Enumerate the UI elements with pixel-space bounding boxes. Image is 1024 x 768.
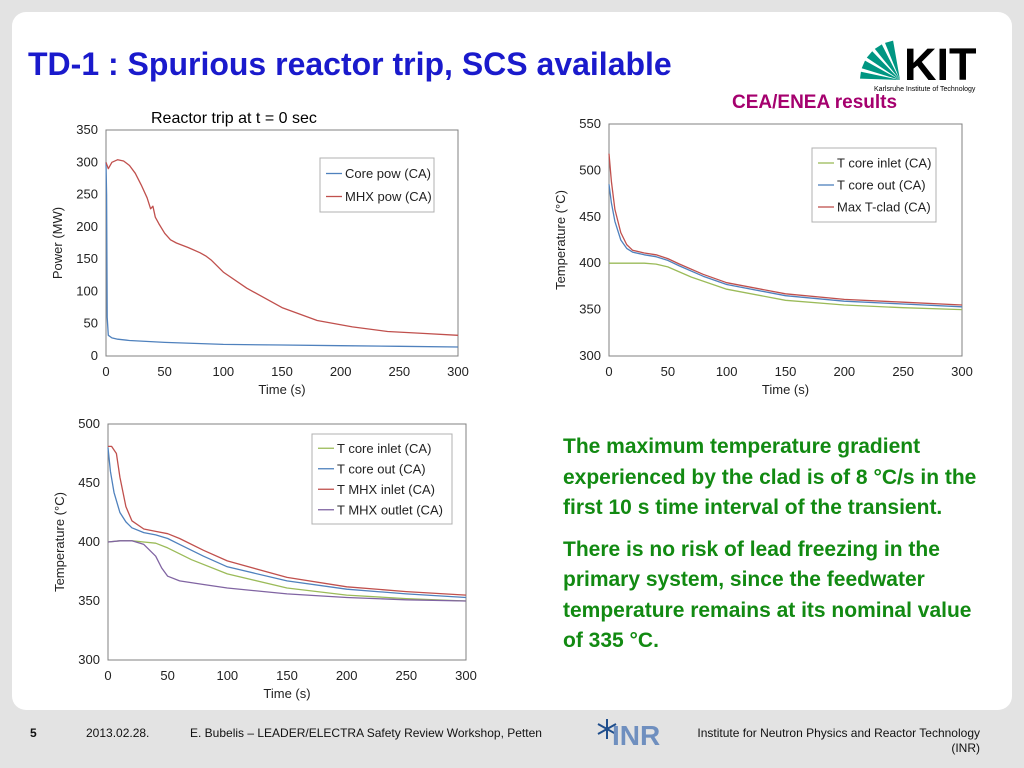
kit-logo-ray-3 <box>861 60 900 80</box>
x-tick-label: 50 <box>661 364 675 379</box>
y-tick-label: 50 <box>84 316 98 331</box>
legend-label-0: T core inlet (CA) <box>337 441 431 456</box>
power-chart: 0 50 100 150 200 250 300 350 0 50 100 150 200 250 300 T… <box>50 122 469 397</box>
series-line-1 <box>608 184 963 308</box>
kit-logo-rays <box>860 40 900 80</box>
y-tick-label: 250 <box>76 187 98 202</box>
findings-text: The maximum temperature gradient experie… <box>563 432 993 668</box>
kit-logo: KIT Karlsruhe Institute of Technology <box>860 39 977 93</box>
kit-logo-text: KIT <box>904 39 977 90</box>
y-axis-label: Power (MW) <box>50 207 65 279</box>
core-temperature-chart: 300 350 400 450 500 550 0 50 100 150 200 250 300 Time… <box>553 116 973 397</box>
series-line-0 <box>609 262 963 311</box>
y-tick-label: 100 <box>76 283 98 298</box>
y-tick-label: 150 <box>76 251 98 266</box>
kit-logo-ray-2 <box>866 51 900 80</box>
series-line-1 <box>107 447 467 599</box>
x-tick-label: 250 <box>892 364 914 379</box>
inr-logo: INR <box>597 719 660 750</box>
x-axis-label: Time (s) <box>258 382 305 397</box>
x-tick-label: 200 <box>336 668 358 683</box>
y-tick-label: 350 <box>76 122 98 137</box>
legend-label-1: T core out (CA) <box>837 178 926 193</box>
y-tick-label: 300 <box>78 652 100 667</box>
series-line-1 <box>105 159 459 336</box>
slide-panel <box>12 12 1012 710</box>
x-tick-label: 100 <box>716 364 738 379</box>
legend-label-2: Max T-clad (CA) <box>837 200 931 215</box>
y-axis-label: Temperature (°C) <box>52 492 67 592</box>
institute-name: Institute for Neutron Physics and Reacto… <box>650 726 980 756</box>
y-tick-label: 450 <box>579 209 601 224</box>
legend-label-1: MHX pow (CA) <box>345 189 432 204</box>
legend-label-1: T core out (CA) <box>337 461 426 476</box>
x-tick-label: 0 <box>104 668 111 683</box>
footer-date: 2013.02.28. <box>86 726 150 740</box>
x-tick-label: 0 <box>605 364 612 379</box>
kit-logo-tagline: Karlsruhe Institute of Technology <box>874 86 976 93</box>
y-tick-label: 500 <box>78 416 100 431</box>
x-axis-label: Time (s) <box>762 382 809 397</box>
snowflake-icon <box>597 719 617 739</box>
slide-title: TD-1 : Spurious reactor trip, SCS availa… <box>28 46 672 82</box>
y-tick-label: 0 <box>91 348 98 363</box>
page-number: 5 <box>30 726 37 740</box>
legend-label-2: T MHX inlet (CA) <box>337 482 435 497</box>
y-tick-label: 200 <box>76 219 98 234</box>
kit-logo-ray-4 <box>860 71 900 80</box>
x-tick-label: 300 <box>455 668 477 683</box>
legend-label-3: T MHX outlet (CA) <box>337 502 443 517</box>
series-line-2 <box>108 445 467 596</box>
reactor-trip-annotation: Reactor trip at t = 0 sec <box>151 110 317 127</box>
y-axis-label: Temperature (°C) <box>553 190 568 290</box>
x-tick-label: 50 <box>157 364 171 379</box>
legend-box <box>311 433 453 525</box>
x-tick-label: 150 <box>276 668 298 683</box>
y-tick-label: 300 <box>76 154 98 169</box>
y-tick-label: 450 <box>78 475 100 490</box>
x-tick-label: 50 <box>160 668 174 683</box>
results-subtitle: CEA/ENEA results <box>732 92 898 113</box>
footer: 5 2013.02.28. E. Bubelis – LEADER/ELECTR… <box>0 712 1024 768</box>
series-line-3 <box>107 540 467 602</box>
y-tick-label: 300 <box>579 348 601 363</box>
x-tick-label: 200 <box>833 364 855 379</box>
series-line-2 <box>608 153 963 306</box>
x-tick-label: 100 <box>212 364 234 379</box>
finding-clad-gradient: The maximum temperature gradient experie… <box>563 435 977 519</box>
mhx-temperature-chart: 300 350 400 450 500 0 50 100 150 200 250 300 Time (s… <box>52 416 477 701</box>
x-tick-label: 150 <box>775 364 797 379</box>
y-tick-label: 350 <box>579 302 601 317</box>
x-tick-label: 0 <box>102 364 109 379</box>
x-tick-label: 250 <box>388 364 410 379</box>
kit-logo-ray-0 <box>885 40 900 80</box>
y-tick-label: 550 <box>579 116 601 131</box>
plot-area <box>105 129 459 357</box>
x-tick-label: 300 <box>447 364 469 379</box>
y-tick-label: 500 <box>579 162 601 177</box>
finding-lead-freezing: There is no risk of lead freezing in the… <box>563 537 972 653</box>
kit-logo-ray-1 <box>874 44 900 80</box>
y-tick-label: 350 <box>78 593 100 608</box>
x-tick-label: 200 <box>330 364 352 379</box>
x-tick-label: 150 <box>271 364 293 379</box>
institute-name-line2: (INR) <box>951 741 980 755</box>
plot-area <box>608 123 963 357</box>
legend-label-0: T core inlet (CA) <box>837 156 931 171</box>
footer-event: E. Bubelis – LEADER/ELECTRA Safety Revie… <box>190 726 542 740</box>
x-tick-label: 300 <box>951 364 973 379</box>
institute-name-line1: Institute for Neutron Physics and Reacto… <box>697 726 980 740</box>
y-tick-label: 400 <box>579 255 601 270</box>
x-tick-label: 100 <box>216 668 238 683</box>
series-line-0 <box>105 162 459 348</box>
inr-logo-text: INR <box>612 720 660 750</box>
x-tick-label: 250 <box>395 668 417 683</box>
legend-label-0: Core pow (CA) <box>345 166 431 181</box>
legend-box <box>319 157 435 213</box>
y-tick-label: 400 <box>78 534 100 549</box>
x-axis-label: Time (s) <box>263 686 310 701</box>
